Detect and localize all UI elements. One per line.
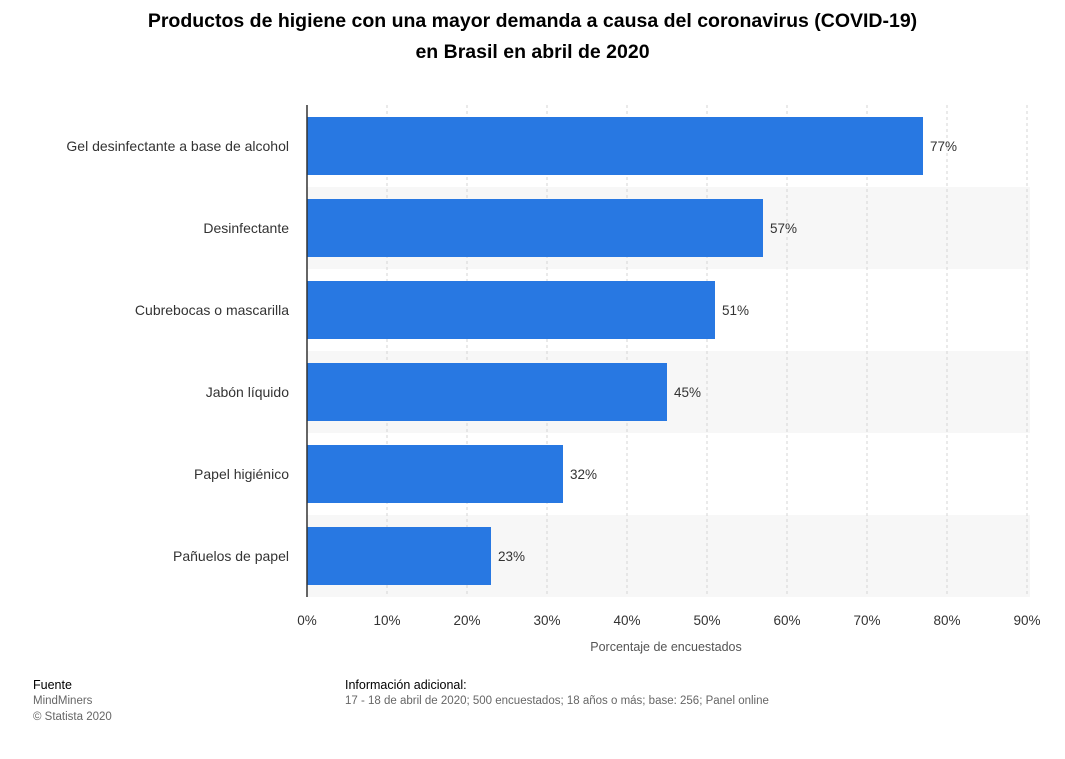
additional-info-text: 17 - 18 de abril de 2020; 500 encuestado… [345,695,769,707]
bars [307,117,923,585]
additional-info-block: Información adicional: 17 - 18 de abril … [345,677,769,709]
x-tick-label: 20% [453,613,480,628]
source-heading: Fuente [33,678,72,692]
additional-info-heading: Información adicional: [345,678,467,692]
category-label: Cubrebocas o mascarilla [135,302,289,318]
bar [307,117,923,175]
source-name: MindMiners [33,695,93,707]
category-label: Gel desinfectante a base de alcohol [66,138,289,154]
x-tick-label: 30% [533,613,560,628]
x-tick-label: 40% [613,613,640,628]
x-axis-title: Porcentaje de encuestados [590,640,742,654]
gridlines [386,105,1028,597]
value-labels: 77% 57% 51% 45% 32% 23% [498,139,957,564]
bar [307,281,715,339]
bar [307,527,491,585]
category-label: Desinfectante [203,220,289,236]
x-tick-label: 70% [853,613,880,628]
bar [307,363,667,421]
copyright: © Statista 2020 [33,711,112,723]
value-label: 57% [770,221,797,236]
x-tick-label: 80% [933,613,960,628]
source-block: Fuente MindMiners © Statista 2020 [33,677,112,725]
x-tick-label: 90% [1013,613,1040,628]
value-label: 77% [930,139,957,154]
value-label: 51% [722,303,749,318]
bar-chart: Gel desinfectante a base de alcohol Desin… [66,105,1041,654]
value-label: 32% [570,467,597,482]
x-tick-label: 50% [693,613,720,628]
chart-title-line-1: Productos de higiene con una mayor deman… [147,10,918,32]
bar [307,199,763,257]
value-label: 45% [674,385,701,400]
category-labels: Gel desinfectante a base de alcohol Desin… [66,138,289,564]
x-tick-label: 0% [297,613,317,628]
x-tick-label: 60% [773,613,800,628]
category-label: Jabón líquido [206,384,290,400]
x-axis-ticks: 0% 10% 20% 30% 40% 50% 60% 70% 80% 90% [297,613,1040,628]
value-label: 23% [498,549,525,564]
category-label: Pañuelos de papel [173,548,289,564]
chart-title: Productos de higiene con una mayor deman… [0,6,1065,68]
chart-title-line-2: en Brasil en abril de 2020 [415,41,650,63]
category-label: Papel higiénico [194,466,289,482]
x-tick-label: 10% [373,613,400,628]
bar [307,445,563,503]
